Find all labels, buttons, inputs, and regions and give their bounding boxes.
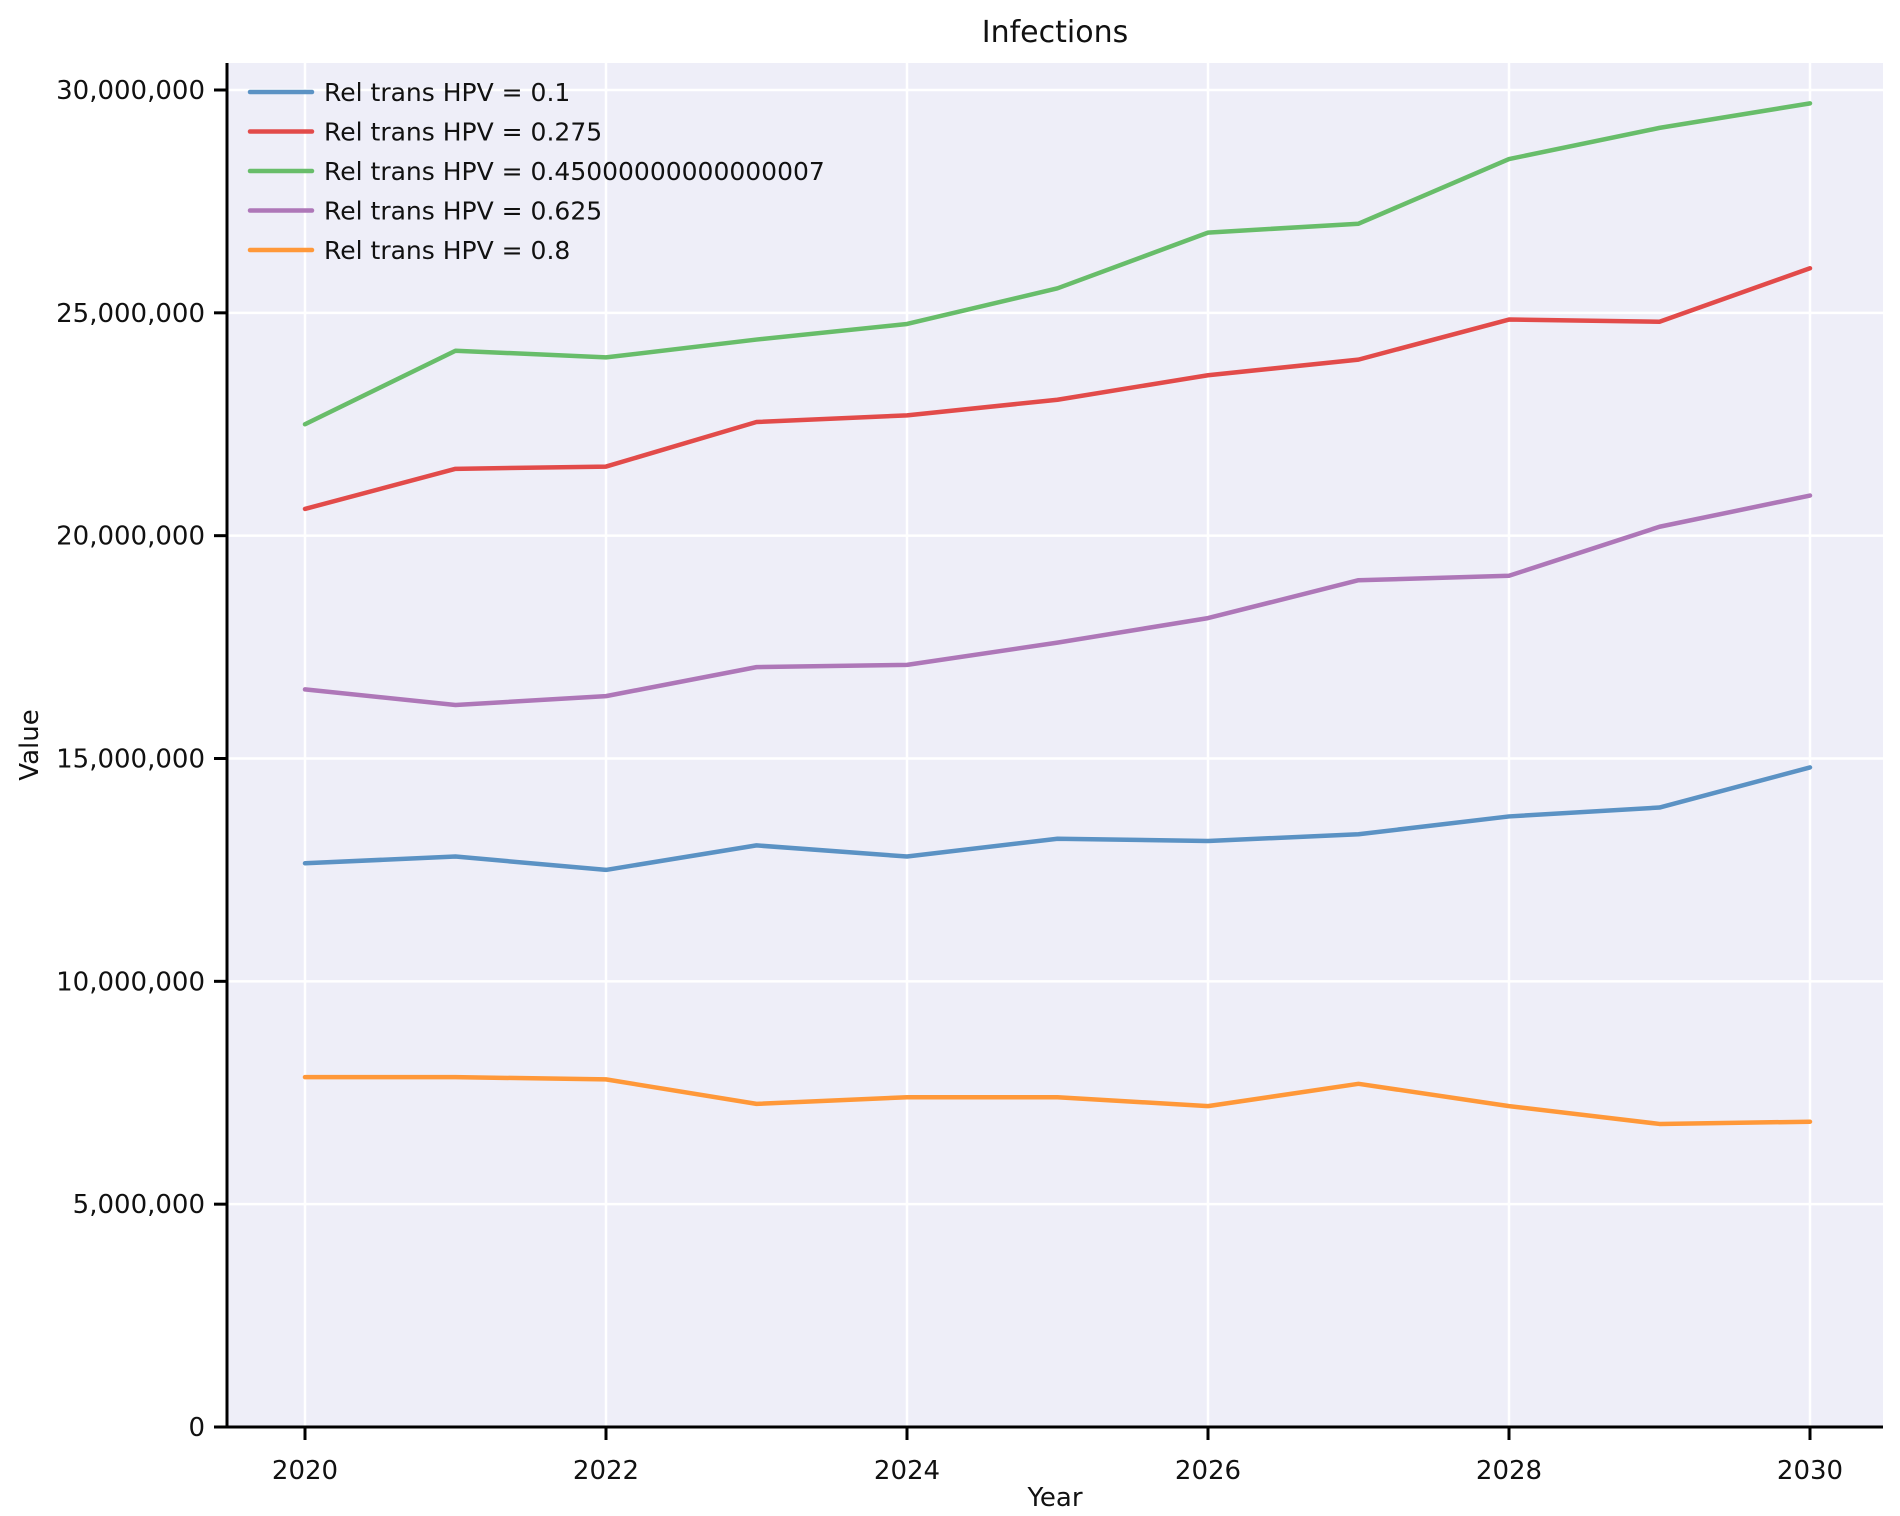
y-tick-label: 20,000,000 xyxy=(56,522,205,552)
series-line xyxy=(302,266,1813,512)
legend-item-label: Rel trans HPV = 0.275 xyxy=(324,118,602,147)
series-line xyxy=(302,493,1813,708)
x-tick-label: 2030 xyxy=(1777,1456,1843,1486)
x-tick-label: 2020 xyxy=(272,1456,338,1486)
y-axis-label: Value xyxy=(15,709,45,780)
plot-area xyxy=(227,63,1883,1427)
x-tick-label: 2026 xyxy=(1175,1456,1241,1486)
x-tick-label: 2028 xyxy=(1476,1456,1542,1486)
series-lines xyxy=(302,101,1813,1127)
chart-title: Infections xyxy=(982,15,1128,50)
y-tick-label: 0 xyxy=(188,1413,205,1443)
x-tick-label: 2022 xyxy=(573,1456,639,1486)
legend: Rel trans HPV = 0.1 Rel trans HPV = 0.275… xyxy=(247,78,825,265)
x-axis-label: Year xyxy=(1026,1483,1082,1513)
series-line xyxy=(302,765,1813,873)
y-tick-label: 5,000,000 xyxy=(73,1190,205,1220)
y-tick-label: 15,000,000 xyxy=(56,745,205,775)
y-tick-label: 30,000,000 xyxy=(56,76,205,106)
x-tick-label: 2024 xyxy=(874,1456,940,1486)
legend-item-label: Rel trans HPV = 0.8 xyxy=(324,236,570,265)
y-tick-label: 10,000,000 xyxy=(56,967,205,997)
series-line xyxy=(302,101,1813,427)
tick-labels: 0 5,000,000 10,000,000 15,000,000 20,000,000… xyxy=(56,76,1843,1486)
legend-item-label: Rel trans HPV = 0.625 xyxy=(324,197,602,226)
legend-item-label: Rel trans HPV = 0.1 xyxy=(324,78,570,107)
axes xyxy=(214,63,1883,1440)
gridlines xyxy=(227,63,1883,1427)
legend-item-label: Rel trans HPV = 0.45000000000000007 xyxy=(324,157,825,186)
y-tick-label: 25,000,000 xyxy=(56,299,205,329)
series-line xyxy=(302,1074,1813,1127)
